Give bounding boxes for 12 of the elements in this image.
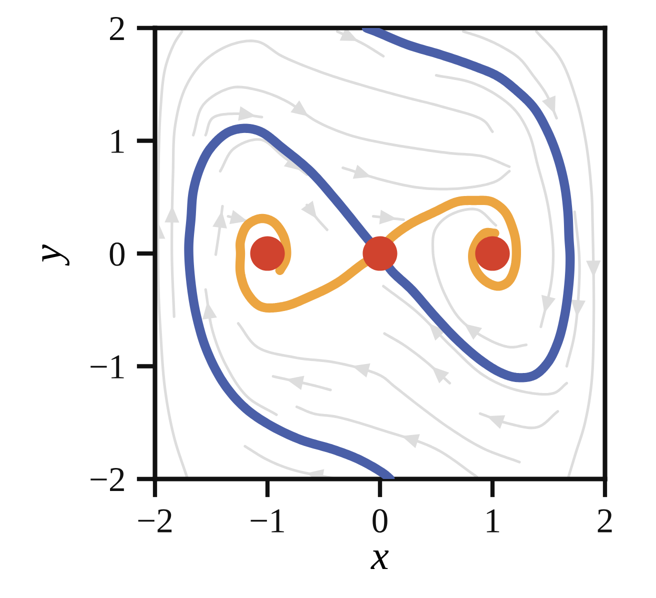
y-axis-title: y [42,244,70,266]
y-tick-label: 1 [112,130,124,153]
x-tick-label: −1 [250,509,284,532]
x-tick-label: 1 [486,509,500,532]
x-tick-label: 0 [372,509,388,533]
x-axis-title: x [370,550,389,569]
y-tick-label: −1 [90,355,124,378]
y-tick-label: 2 [110,17,124,40]
x-tick-label: −2 [138,509,172,532]
x-tick-label: 2 [598,509,612,532]
y-tick-label: 0 [110,242,125,266]
y-tick-label: −2 [90,468,124,492]
